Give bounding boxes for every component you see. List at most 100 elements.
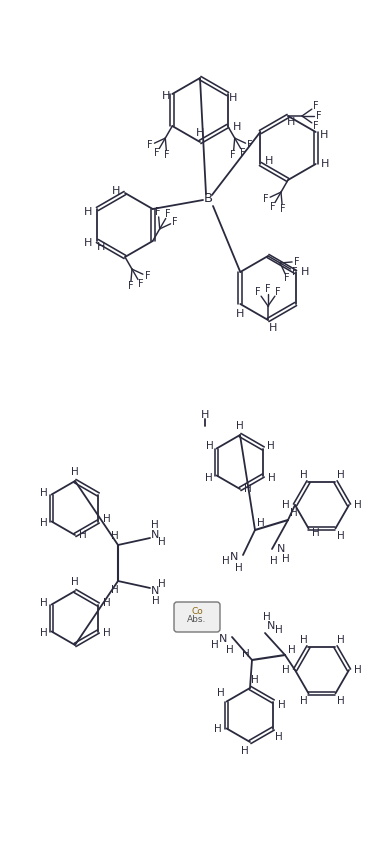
Text: H: H xyxy=(205,473,212,482)
Text: H: H xyxy=(244,484,252,494)
Text: H: H xyxy=(71,577,79,587)
Text: H: H xyxy=(268,473,275,482)
Text: H: H xyxy=(282,554,290,564)
Text: F: F xyxy=(256,287,261,297)
Text: F: F xyxy=(280,204,285,214)
Text: H: H xyxy=(270,556,278,566)
Text: H: H xyxy=(40,519,47,528)
Text: H: H xyxy=(287,117,295,127)
Text: H: H xyxy=(158,537,166,547)
Text: H: H xyxy=(211,640,219,650)
Text: Co: Co xyxy=(191,606,203,616)
Text: H: H xyxy=(40,487,47,498)
Text: H: H xyxy=(241,746,249,756)
Text: H: H xyxy=(300,634,307,644)
Text: H: H xyxy=(235,563,243,573)
Text: H: H xyxy=(79,530,87,540)
Text: H: H xyxy=(103,514,110,525)
Text: H: H xyxy=(265,156,273,166)
Text: H: H xyxy=(158,579,166,589)
Text: H: H xyxy=(282,665,290,675)
Text: F: F xyxy=(313,101,319,111)
Text: H: H xyxy=(301,267,309,277)
Text: H: H xyxy=(214,723,221,734)
Text: F: F xyxy=(292,267,298,277)
Text: H: H xyxy=(300,696,307,706)
Text: H: H xyxy=(336,634,344,644)
Text: F: F xyxy=(294,256,300,267)
Text: F: F xyxy=(156,207,161,217)
Text: H: H xyxy=(228,93,237,103)
Text: H: H xyxy=(201,410,209,420)
Text: H: H xyxy=(233,122,241,132)
Text: H: H xyxy=(162,91,170,101)
Text: N: N xyxy=(151,586,159,596)
Text: F: F xyxy=(275,287,280,297)
Text: H: H xyxy=(269,323,277,333)
Text: H: H xyxy=(288,645,296,655)
Text: H: H xyxy=(266,441,274,451)
Text: H: H xyxy=(319,130,328,140)
Text: H: H xyxy=(112,186,120,196)
Text: H: H xyxy=(97,242,105,252)
Text: N: N xyxy=(219,634,227,644)
Text: F: F xyxy=(284,273,290,284)
Text: H: H xyxy=(251,675,259,685)
Text: H: H xyxy=(226,645,234,655)
Text: H: H xyxy=(40,598,47,608)
Text: H: H xyxy=(290,508,298,518)
Text: H: H xyxy=(336,531,344,542)
Text: F: F xyxy=(247,140,253,150)
Text: N: N xyxy=(230,552,238,562)
Text: H: H xyxy=(275,733,282,743)
Text: F: F xyxy=(265,284,271,294)
Text: H: H xyxy=(222,556,230,566)
Text: F: F xyxy=(138,278,143,289)
Text: H: H xyxy=(40,628,47,638)
Text: H: H xyxy=(321,159,329,169)
Text: F: F xyxy=(240,148,246,158)
Text: H: H xyxy=(336,469,344,480)
Text: F: F xyxy=(128,281,133,291)
Text: H: H xyxy=(354,665,362,675)
Text: H: H xyxy=(312,528,319,538)
Text: B: B xyxy=(203,192,212,205)
Text: H: H xyxy=(336,696,344,706)
Text: F: F xyxy=(270,202,275,212)
Text: H: H xyxy=(152,596,160,606)
Text: F: F xyxy=(164,150,170,160)
Text: H: H xyxy=(277,700,285,710)
Text: F: F xyxy=(147,140,153,150)
Text: N: N xyxy=(267,621,275,631)
Text: H: H xyxy=(236,421,244,431)
Text: H: H xyxy=(196,128,204,138)
Text: H: H xyxy=(300,469,307,480)
Text: H: H xyxy=(103,598,110,608)
Text: H: H xyxy=(151,520,159,530)
Text: H: H xyxy=(217,689,224,699)
Text: F: F xyxy=(316,111,322,121)
Text: H: H xyxy=(84,207,93,217)
FancyBboxPatch shape xyxy=(174,602,220,632)
Text: F: F xyxy=(230,150,236,160)
Text: N: N xyxy=(151,530,159,540)
Text: F: F xyxy=(154,148,159,158)
Text: H: H xyxy=(84,238,93,248)
Text: F: F xyxy=(263,194,268,205)
Text: H: H xyxy=(236,309,244,319)
Text: Abs.: Abs. xyxy=(187,616,207,625)
Text: F: F xyxy=(172,216,178,227)
Text: H: H xyxy=(71,467,79,477)
Text: H: H xyxy=(103,628,110,638)
Text: H: H xyxy=(242,649,250,659)
Text: F: F xyxy=(145,272,150,281)
Text: H: H xyxy=(206,441,214,451)
Text: F: F xyxy=(313,121,319,131)
Text: F: F xyxy=(165,209,171,219)
Text: H: H xyxy=(111,585,119,595)
Text: N: N xyxy=(277,544,285,554)
Text: H: H xyxy=(111,531,119,541)
Text: H: H xyxy=(275,625,283,635)
Text: H: H xyxy=(282,500,290,510)
Text: H: H xyxy=(263,612,271,622)
